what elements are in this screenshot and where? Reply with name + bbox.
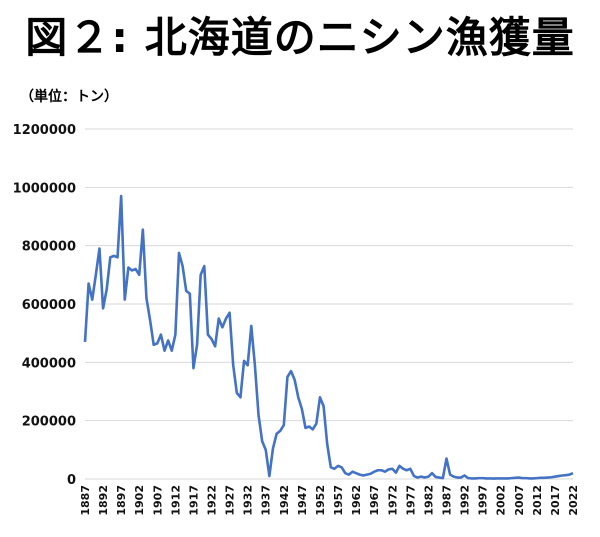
- x-tick-label: 1892: [97, 485, 110, 516]
- x-tick-label: 1962: [350, 485, 363, 516]
- x-tick-label: 1982: [422, 485, 435, 516]
- x-tick-label: 1887: [79, 485, 92, 516]
- y-tick-label: 1200000: [13, 123, 76, 138]
- x-tick-label: 2002: [495, 485, 508, 516]
- x-tick-label: 1977: [404, 485, 417, 516]
- x-tick-label: 1937: [260, 485, 273, 516]
- x-tick-label: 1957: [332, 485, 345, 516]
- chart-title: 図２: 北海道のニシン漁獲量: [25, 13, 575, 62]
- x-tick-label: 1987: [440, 485, 453, 516]
- x-tick-label: 1917: [187, 485, 200, 516]
- x-tick-label: 1912: [169, 485, 182, 516]
- series-line: [83, 194, 574, 480]
- x-tick-label: 1922: [206, 485, 219, 516]
- x-tick-label: 1927: [224, 485, 237, 516]
- x-tick-label: 1972: [386, 485, 399, 516]
- x-tick-label: 2022: [567, 485, 580, 516]
- y-tick-label: 600000: [22, 298, 76, 313]
- x-tick-label: 1947: [296, 485, 309, 516]
- x-tick-label: 1902: [133, 485, 146, 516]
- x-tick-label: 1932: [242, 485, 255, 516]
- y-tick-label: 0: [67, 473, 76, 488]
- x-tick-label: 1997: [477, 485, 490, 516]
- x-tick-label: 1897: [115, 485, 128, 516]
- x-tick-label: 2017: [549, 485, 562, 516]
- y-tick-label: 400000: [22, 356, 76, 371]
- x-axis-ticks: 1887 1892 1897 1902 1907 1912 1917 1922 1927 1932…: [79, 485, 580, 516]
- y-tick-label: 200000: [22, 415, 76, 430]
- x-tick-label: 1967: [368, 485, 381, 516]
- x-tick-label: 1952: [314, 485, 327, 516]
- y-tick-label: 1000000: [13, 181, 76, 196]
- y-tick-label: 800000: [22, 240, 76, 255]
- x-tick-label: 2012: [531, 485, 544, 516]
- grid: [85, 128, 573, 480]
- unit-label: （単位：トン）: [20, 89, 118, 105]
- y-axis-ticks: 0 200000 400000 600000 800000 1000000 1200000: [13, 123, 76, 488]
- x-tick-label: 1992: [459, 485, 472, 516]
- x-tick-label: 1942: [278, 485, 291, 516]
- x-tick-label: 2007: [513, 485, 526, 516]
- x-tick-label: 1907: [151, 485, 164, 516]
